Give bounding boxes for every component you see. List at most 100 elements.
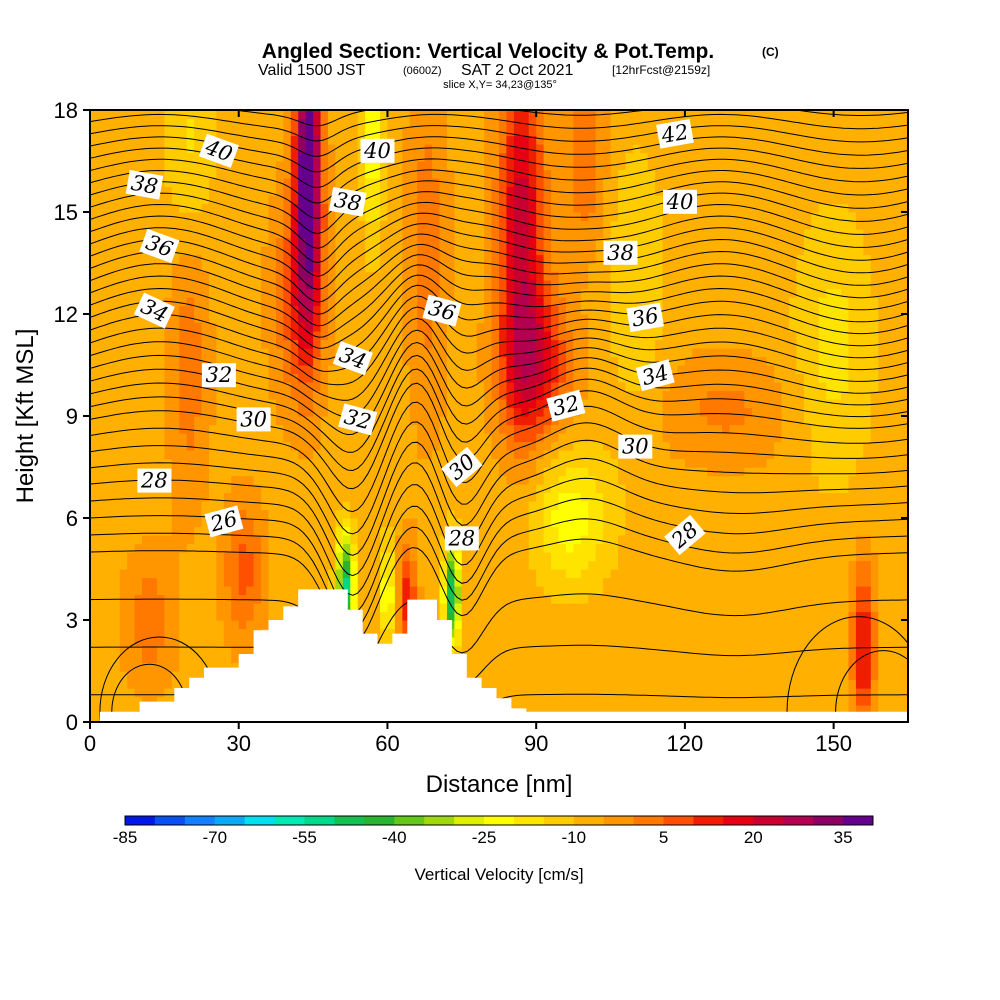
velocity-cell	[201, 569, 210, 579]
velocity-cell	[759, 339, 768, 349]
velocity-cell	[476, 416, 485, 426]
velocity-cell	[789, 492, 798, 502]
velocity-cell	[878, 518, 887, 528]
velocity-cell	[900, 348, 908, 358]
velocity-cell	[238, 603, 247, 613]
velocity-cell	[298, 399, 307, 409]
velocity-cell	[536, 492, 545, 502]
velocity-cell	[774, 339, 783, 349]
velocity-cell	[870, 492, 879, 502]
velocity-cell	[521, 407, 530, 417]
velocity-cell	[216, 611, 225, 621]
velocity-cell	[528, 662, 537, 672]
velocity-cell	[796, 441, 805, 451]
velocity-cell	[900, 628, 908, 638]
velocity-cell	[171, 433, 180, 443]
velocity-cell	[97, 526, 106, 536]
velocity-cell	[186, 603, 195, 613]
velocity-cell	[603, 611, 612, 621]
velocity-cell	[692, 603, 701, 613]
velocity-cell	[751, 441, 760, 451]
velocity-cell	[223, 331, 232, 341]
velocity-cell	[766, 628, 775, 638]
velocity-cell	[565, 679, 574, 689]
velocity-cell	[201, 390, 210, 400]
velocity-cell	[870, 407, 879, 417]
velocity-cell	[313, 501, 322, 511]
velocity-cell	[893, 688, 902, 698]
velocity-cell	[759, 577, 768, 587]
velocity-cell	[506, 450, 515, 460]
velocity-cell	[617, 577, 627, 587]
velocity-cell	[417, 569, 426, 579]
velocity-cell	[848, 390, 857, 400]
velocity-cell	[528, 518, 537, 528]
velocity-cell	[900, 509, 908, 519]
velocity-cell	[394, 339, 403, 349]
velocity-cell	[580, 450, 589, 460]
velocity-cell	[536, 628, 545, 638]
velocity-cell	[803, 662, 812, 672]
velocity-cell	[432, 373, 441, 383]
velocity-cell	[149, 569, 158, 579]
velocity-cell	[796, 433, 805, 443]
velocity-cell	[268, 577, 277, 587]
velocity-cell	[461, 628, 470, 638]
velocity-cell	[90, 365, 99, 375]
velocity-cell	[595, 705, 604, 715]
velocity-cell	[833, 373, 842, 383]
velocity-cell	[439, 348, 448, 358]
velocity-cell	[632, 467, 641, 477]
velocity-cell	[826, 416, 835, 426]
velocity-cell	[156, 450, 165, 460]
velocity-cell	[424, 373, 433, 383]
velocity-cell	[744, 552, 753, 562]
velocity-cell	[156, 390, 165, 400]
velocity-cell	[387, 560, 396, 570]
velocity-cell	[617, 603, 627, 613]
velocity-cell	[677, 594, 686, 604]
velocity-cell	[833, 475, 842, 485]
velocity-cell	[394, 365, 403, 375]
velocity-cell	[305, 475, 314, 485]
velocity-cell	[580, 645, 589, 655]
velocity-cell	[298, 356, 307, 366]
velocity-cell	[625, 399, 634, 409]
velocity-cell	[290, 586, 299, 596]
velocity-cell	[766, 492, 775, 502]
velocity-cell	[841, 560, 850, 570]
velocity-cell	[112, 416, 121, 426]
velocity-cell	[171, 509, 180, 519]
velocity-cell	[722, 441, 731, 451]
velocity-cell	[796, 552, 805, 562]
velocity-cell	[350, 331, 359, 341]
velocity-cell	[283, 424, 292, 434]
velocity-cell	[744, 543, 753, 553]
velocity-cell	[313, 424, 322, 434]
velocity-cell	[699, 501, 708, 511]
velocity-cell	[893, 450, 902, 460]
velocity-cell	[603, 577, 612, 587]
velocity-cell	[595, 569, 604, 579]
velocity-cell	[714, 424, 723, 434]
velocity-cell	[127, 611, 136, 621]
velocity-cell	[766, 501, 775, 511]
velocity-cell	[119, 586, 128, 596]
velocity-cell	[476, 526, 485, 536]
velocity-cell	[543, 467, 552, 477]
velocity-cell	[796, 628, 805, 638]
velocity-cell	[402, 594, 411, 604]
velocity-cell	[670, 577, 679, 587]
velocity-cell	[595, 671, 604, 681]
velocity-cell	[112, 407, 121, 417]
velocity-cell	[446, 373, 455, 383]
velocity-cell	[446, 577, 455, 587]
velocity-cell	[164, 373, 173, 383]
velocity-cell	[677, 501, 686, 511]
velocity-cell	[617, 518, 627, 528]
velocity-cell	[588, 390, 597, 400]
velocity-cell	[781, 518, 790, 528]
velocity-cell	[878, 348, 887, 358]
velocity-cell	[558, 373, 567, 383]
velocity-cell	[499, 688, 508, 698]
